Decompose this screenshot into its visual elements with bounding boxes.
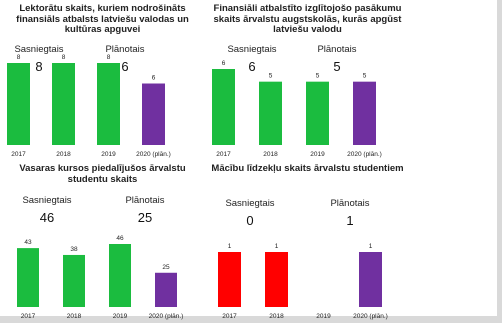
bar-2020pln (359, 252, 382, 307)
kpi-planned: Plānotais 25 (110, 195, 180, 226)
tick-label: 2020 (plān.) (136, 151, 171, 158)
tick-label: 2018 (269, 313, 284, 320)
kpi-planned-label: Plānotais (330, 198, 370, 209)
data-label: 46 (116, 235, 124, 242)
tick-label: 2020 (plān.) (149, 313, 184, 320)
tick-label: 2020 (plān.) (347, 151, 382, 158)
bar-2019 (306, 81, 329, 145)
bar-2018 (63, 254, 85, 307)
data-label: 38 (70, 246, 78, 253)
data-label: 43 (24, 239, 32, 246)
bar-2017 (218, 252, 241, 307)
bar-chart: 1 2017 1 2018 2019 1 2020 (plān.) (218, 243, 388, 320)
tick-label: 2017 (11, 151, 26, 158)
kpi-planned-label: Plānotais (317, 44, 357, 55)
tick-label: 2017 (222, 313, 237, 320)
chart-panel-pasakumi: Finansiāli atbalstīto izglītojošo pasāku… (205, 0, 410, 162)
kpi-planned: Plānotais 1 (315, 198, 385, 229)
kpi-planned-value: 5 (333, 59, 341, 74)
bar-chart: 43 2017 38 2018 46 2019 25 2020 (plān.) (17, 235, 183, 320)
chart-title: Vasaras kursos piedalījušos ārvalstu stu… (19, 163, 186, 185)
bar-2018 (52, 63, 75, 145)
kpi-achieved-value: 8 (35, 59, 43, 74)
kpi-planned-label: Plānotais (125, 195, 165, 206)
kpi-planned-value: 6 (121, 59, 129, 74)
bar-chart: 6 2017 5 2018 5 2019 5 2020 (plān.) (212, 60, 382, 158)
tick-label: 2019 (316, 313, 331, 320)
data-label: 5 (316, 73, 320, 80)
data-label: 1 (275, 243, 279, 250)
kpi-achieved-value: 6 (248, 59, 256, 74)
data-label: 5 (269, 73, 273, 80)
data-label: 6 (152, 75, 156, 82)
data-label: 6 (222, 60, 226, 67)
kpi-planned: Plānotais 6 (90, 44, 160, 75)
bar-2018 (265, 252, 288, 307)
data-label: 25 (162, 264, 170, 271)
tick-label: 2019 (310, 151, 325, 158)
data-label: 8 (17, 54, 21, 61)
chart-panel-vasaras-kursi: Vasaras kursos piedalījušos ārvalstu stu… (0, 162, 205, 320)
kpi-achieved-label: Sasniegtais (14, 44, 64, 55)
bar-2020pln (353, 81, 376, 145)
kpi-planned: Plānotais 5 (302, 44, 372, 75)
kpi-achieved: Sasniegtais 6 (217, 44, 287, 75)
data-label: 1 (369, 243, 373, 250)
bar-2020pln (155, 272, 177, 307)
kpi-achieved: Sasniegtais 46 (12, 195, 82, 226)
tick-label: 2017 (216, 151, 231, 158)
kpi-planned-value: 1 (346, 213, 354, 228)
tick-label: 2019 (113, 313, 128, 320)
kpi-achieved-value: 0 (246, 213, 254, 228)
tick-label: 2018 (67, 313, 82, 320)
tick-label: 2018 (56, 151, 71, 158)
bar-2017 (17, 248, 39, 307)
tick-label: 2019 (101, 151, 116, 158)
data-label: 8 (62, 54, 66, 61)
data-label: 8 (107, 54, 111, 61)
kpi-achieved-label: Sasniegtais (22, 195, 72, 206)
bar-2019 (109, 244, 131, 307)
kpi-achieved: Sasniegtais 8 (4, 44, 74, 75)
data-label: 5 (363, 73, 367, 80)
kpi-achieved-label: Sasniegtais (225, 198, 275, 209)
kpi-achieved-value: 46 (39, 210, 55, 225)
bar-chart: 8 2017 8 2018 8 2019 6 2020 (plān.) (7, 54, 171, 158)
frame-bottom-border (0, 316, 502, 323)
bar-2019 (97, 63, 120, 145)
kpi-planned-label: Plānotais (105, 44, 145, 55)
bar-2017 (7, 63, 30, 145)
chart-title: Lektorātu skaits, kuriem nodrošināts fin… (16, 3, 189, 35)
kpi-planned-value: 25 (137, 210, 153, 225)
bar-2020pln (142, 83, 165, 145)
tick-label: 2018 (263, 151, 278, 158)
chart-title: Mācību līdzekļu skaits ārvalstu studenti… (211, 163, 404, 174)
chart-panel-lektorati: Lektorātu skaits, kuriem nodrošināts fin… (0, 0, 205, 162)
bar-2018 (259, 81, 282, 145)
frame-right-border (497, 0, 502, 323)
bar-2017 (212, 69, 235, 145)
chart-title: Finansiāli atbalstīto izglītojošo pasāku… (213, 3, 402, 35)
chart-panel-macibu-lidzekli: Mācību līdzekļu skaits ārvalstu studenti… (205, 162, 410, 320)
tick-label: 2017 (21, 313, 36, 320)
data-label: 1 (228, 243, 232, 250)
kpi-achieved: Sasniegtais 0 (215, 198, 285, 229)
tick-label: 2020 (plān.) (353, 313, 388, 320)
kpi-achieved-label: Sasniegtais (227, 44, 277, 55)
